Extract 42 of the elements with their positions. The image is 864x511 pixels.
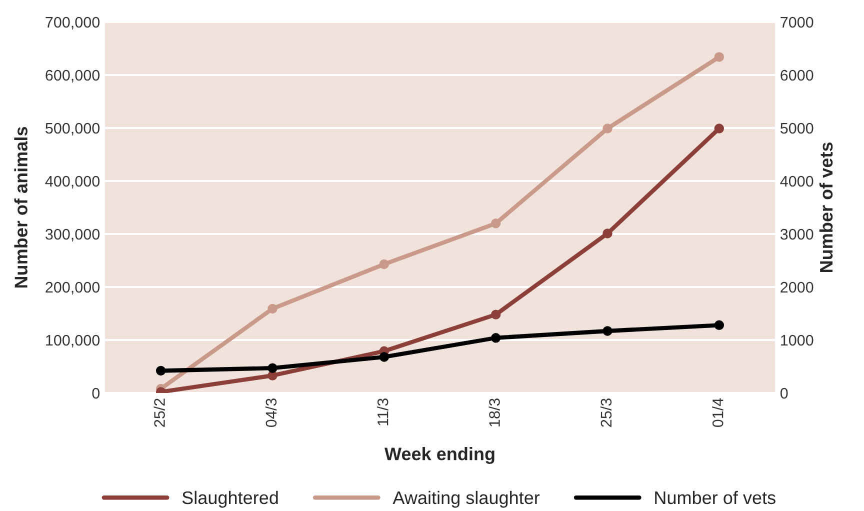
y2-axis-title: Number of vets xyxy=(819,142,833,272)
y-tick-label: 600,000 xyxy=(46,70,100,82)
x-tick-label: 25/2 xyxy=(154,398,165,427)
y2-tick-label: 6000 xyxy=(780,70,814,81)
y-tick-label: 200,000 xyxy=(46,282,100,294)
point xyxy=(379,352,390,362)
point xyxy=(268,304,278,314)
y2-tick-label: 4000 xyxy=(780,176,814,187)
legend-label: Awaiting slaughter xyxy=(392,490,540,508)
x-tick-label: 01/4 xyxy=(712,398,724,427)
point xyxy=(714,52,724,62)
point xyxy=(490,218,501,228)
y2-tick-label: 0 xyxy=(780,388,788,399)
y2-tick-label: 5000 xyxy=(780,122,814,134)
point xyxy=(379,259,390,270)
legend-label: Slaughtered xyxy=(182,490,278,508)
point xyxy=(602,124,612,134)
y2-tick-label: 2000 xyxy=(780,282,814,293)
legend-label: Number of vets xyxy=(655,490,776,504)
x-tick-label: 25/3 xyxy=(600,398,612,427)
y-tick-label: 0 xyxy=(92,388,100,399)
y2-tick-label: 7000 xyxy=(780,16,814,28)
y-tick-label: 300,000 xyxy=(46,228,100,242)
point xyxy=(714,124,724,134)
y-tick-label: 400,000 xyxy=(45,176,100,188)
point xyxy=(156,366,166,376)
point xyxy=(602,228,612,238)
y-tick-label: 500,000 xyxy=(46,122,100,136)
x-tick-label: 18/3 xyxy=(488,398,500,426)
point xyxy=(714,320,724,330)
x-tick-label: 11/3 xyxy=(377,398,388,426)
point xyxy=(268,363,278,373)
point xyxy=(490,310,501,320)
x-tick-label: 04/3 xyxy=(265,398,277,427)
point xyxy=(602,326,612,336)
y-tick-label: 700,000 xyxy=(46,16,100,30)
y2-tick-label: 3000 xyxy=(780,228,814,240)
point xyxy=(490,333,501,343)
y-axis-title: Number of animals xyxy=(14,126,28,288)
y-tick-label: 100,000 xyxy=(46,334,100,348)
x-axis-title: Week ending xyxy=(384,447,494,464)
y2-tick-label: 1000 xyxy=(781,334,814,346)
